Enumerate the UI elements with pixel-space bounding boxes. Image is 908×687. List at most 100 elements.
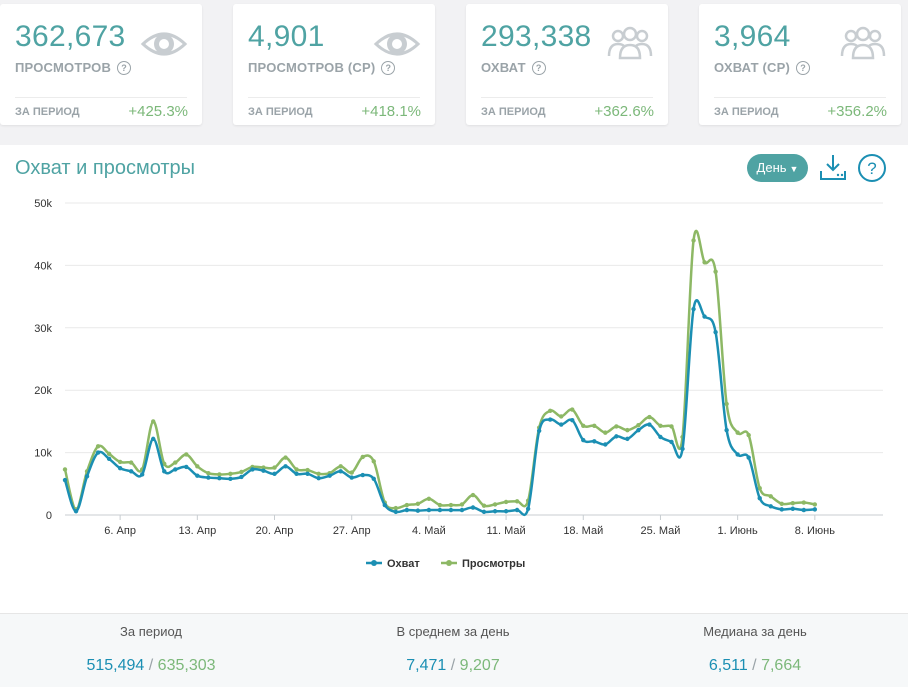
- data-point[interactable]: [669, 439, 674, 445]
- data-point[interactable]: [316, 475, 321, 481]
- data-point[interactable]: [614, 424, 619, 429]
- help-icon[interactable]: ?: [531, 61, 546, 75]
- data-point[interactable]: [492, 509, 498, 514]
- data-point[interactable]: [151, 419, 156, 424]
- data-point[interactable]: [382, 502, 387, 508]
- data-point[interactable]: [691, 306, 696, 312]
- data-point[interactable]: [559, 422, 564, 427]
- data-point[interactable]: [702, 314, 707, 319]
- data-point[interactable]: [283, 464, 288, 469]
- data-point[interactable]: [239, 469, 244, 475]
- data-point[interactable]: [437, 502, 443, 508]
- data-point[interactable]: [581, 437, 586, 443]
- data-point[interactable]: [669, 424, 674, 429]
- data-point[interactable]: [746, 432, 751, 438]
- data-point[interactable]: [448, 507, 454, 513]
- data-point[interactable]: [261, 468, 266, 473]
- data-point[interactable]: [62, 467, 68, 472]
- data-point[interactable]: [305, 467, 310, 473]
- data-point[interactable]: [724, 401, 729, 407]
- data-point[interactable]: [239, 474, 244, 480]
- data-point[interactable]: [283, 455, 288, 460]
- data-point[interactable]: [503, 509, 509, 514]
- data-point[interactable]: [228, 471, 233, 477]
- data-point[interactable]: [106, 456, 112, 462]
- data-point[interactable]: [735, 430, 740, 435]
- data-point[interactable]: [790, 506, 795, 511]
- data-point[interactable]: [812, 502, 818, 507]
- data-point[interactable]: [514, 499, 520, 504]
- data-point[interactable]: [459, 502, 465, 507]
- data-point[interactable]: [570, 417, 575, 423]
- legend-item[interactable]: Охват: [366, 558, 420, 570]
- data-point[interactable]: [294, 467, 299, 472]
- data-point[interactable]: [570, 407, 575, 412]
- data-point[interactable]: [327, 473, 332, 478]
- data-point[interactable]: [470, 492, 476, 498]
- data-point[interactable]: [294, 471, 299, 477]
- data-point[interactable]: [702, 260, 707, 265]
- data-point[interactable]: [647, 414, 652, 420]
- data-point[interactable]: [305, 471, 310, 477]
- data-point[interactable]: [261, 465, 266, 470]
- data-point[interactable]: [547, 408, 553, 413]
- data-point[interactable]: [128, 460, 134, 465]
- data-point[interactable]: [371, 459, 376, 464]
- data-point[interactable]: [801, 500, 807, 505]
- data-point[interactable]: [360, 472, 365, 478]
- data-point[interactable]: [250, 467, 255, 472]
- data-point[interactable]: [151, 436, 156, 442]
- data-point[interactable]: [790, 500, 795, 506]
- data-point[interactable]: [95, 450, 101, 455]
- data-point[interactable]: [625, 436, 630, 442]
- data-point[interactable]: [536, 428, 542, 433]
- data-point[interactable]: [426, 507, 432, 513]
- data-point[interactable]: [779, 507, 784, 512]
- data-point[interactable]: [603, 442, 608, 447]
- data-point[interactable]: [801, 507, 807, 513]
- data-point[interactable]: [757, 495, 762, 501]
- help-icon[interactable]: ?: [381, 61, 396, 75]
- data-point[interactable]: [338, 464, 343, 469]
- data-point[interactable]: [316, 471, 321, 477]
- data-point[interactable]: [84, 474, 90, 479]
- data-point[interactable]: [217, 475, 222, 481]
- data-point[interactable]: [470, 505, 476, 510]
- data-point[interactable]: [713, 269, 718, 274]
- data-point[interactable]: [680, 446, 685, 452]
- data-point[interactable]: [614, 434, 619, 439]
- data-point[interactable]: [713, 329, 718, 335]
- data-point[interactable]: [426, 496, 432, 501]
- data-point[interactable]: [746, 455, 751, 460]
- data-point[interactable]: [206, 470, 211, 476]
- data-point[interactable]: [768, 494, 773, 499]
- data-point[interactable]: [492, 502, 498, 507]
- data-point[interactable]: [525, 506, 531, 511]
- data-point[interactable]: [184, 452, 189, 457]
- data-point[interactable]: [415, 508, 421, 513]
- data-point[interactable]: [162, 469, 167, 474]
- data-point[interactable]: [812, 507, 818, 512]
- data-point[interactable]: [272, 471, 277, 477]
- data-point[interactable]: [228, 476, 233, 482]
- data-point[interactable]: [117, 459, 123, 465]
- data-point[interactable]: [735, 452, 740, 457]
- data-point[interactable]: [73, 509, 79, 514]
- data-point[interactable]: [658, 434, 663, 440]
- data-point[interactable]: [162, 461, 167, 467]
- period-dropdown[interactable]: День ▼: [747, 154, 808, 182]
- data-point[interactable]: [128, 469, 134, 474]
- help-icon[interactable]: ?: [796, 61, 811, 75]
- data-point[interactable]: [360, 454, 365, 460]
- data-point[interactable]: [724, 427, 729, 433]
- data-point[interactable]: [393, 505, 399, 511]
- data-point[interactable]: [481, 509, 487, 515]
- data-point[interactable]: [404, 502, 410, 508]
- data-point[interactable]: [559, 414, 564, 419]
- data-point[interactable]: [95, 444, 101, 449]
- data-point[interactable]: [779, 501, 784, 506]
- data-point[interactable]: [514, 507, 520, 513]
- data-point[interactable]: [547, 417, 553, 422]
- data-point[interactable]: [62, 477, 68, 483]
- data-point[interactable]: [625, 427, 630, 433]
